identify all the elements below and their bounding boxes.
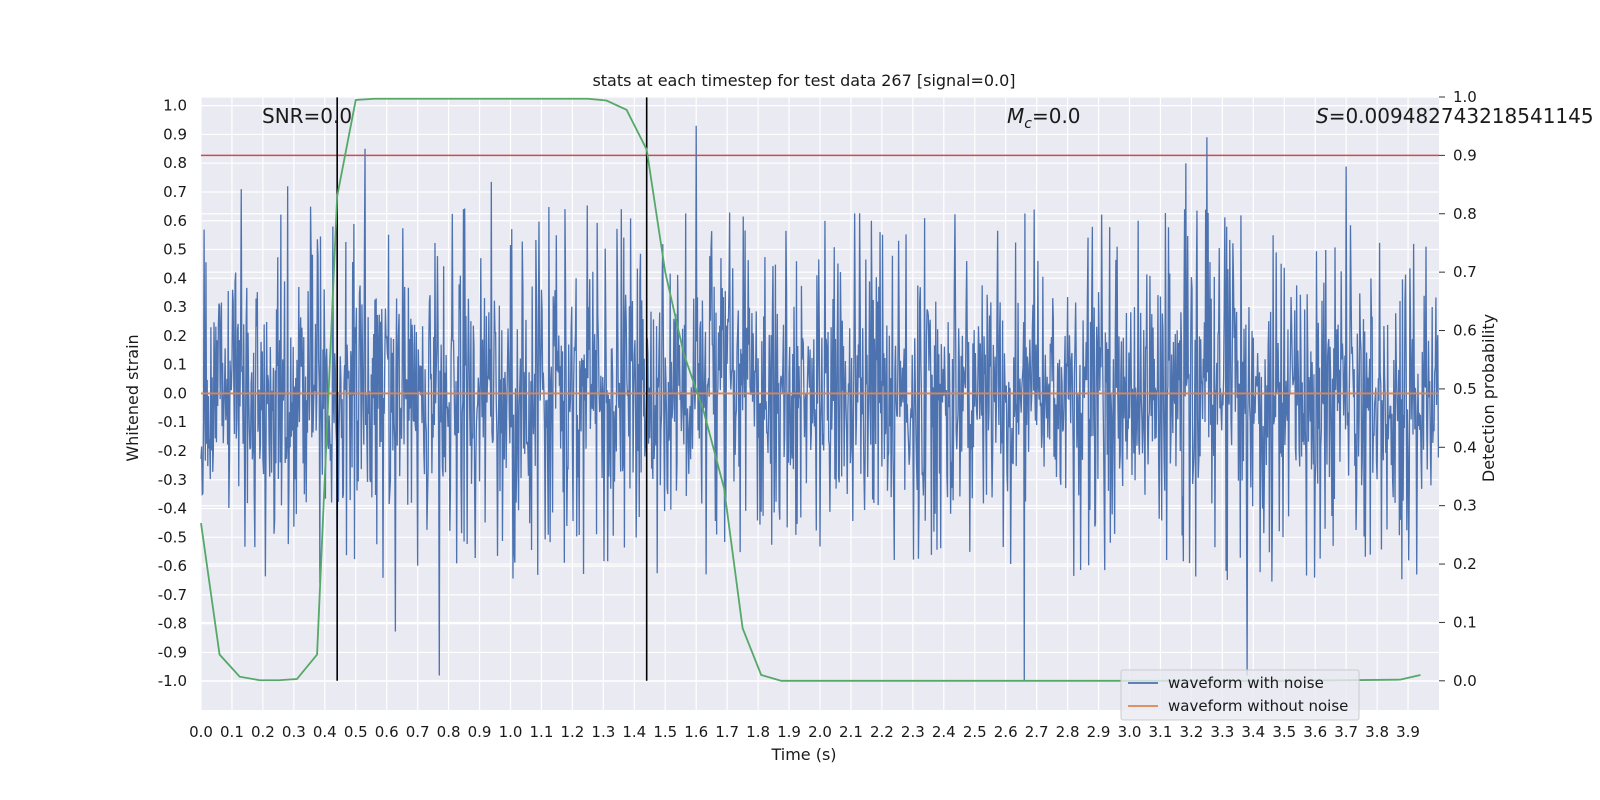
y-tick-label: -1.0 <box>158 672 187 690</box>
x-tick-label: 1.7 <box>715 723 739 741</box>
x-tick-label: 3.7 <box>1334 723 1358 741</box>
series-waveform-with-noise <box>200 125 1440 682</box>
y2-tick-label: 0.5 <box>1453 380 1477 398</box>
y-tick-label: 0.8 <box>163 154 187 172</box>
y-tick-label: -0.8 <box>158 615 187 633</box>
x-tick-labels: 0.0 0.1 0.2 0.3 0.4 0.5 0.6 0.7 0.8 0.9 1.0 1.1 1.2 1… <box>189 723 1420 741</box>
y2-tick-label: 0.0 <box>1453 672 1477 690</box>
x-tick-label: 1.0 <box>499 723 523 741</box>
x-tick-label: 3.6 <box>1303 723 1327 741</box>
y-tick-labels: 1.0 0.9 0.8 0.7 0.6 0.5 0.4 0.3 0.2 0.1 0.0 -0.1 -0.… <box>158 97 187 691</box>
legend-box <box>1120 669 1360 721</box>
chirp-mass-subscript: c <box>1024 116 1032 132</box>
s-value: =0.009482743218541145 <box>1329 104 1594 128</box>
y-tick-label: -0.1 <box>158 413 187 431</box>
chart-title: stats at each timestep for test data 267… <box>592 71 1015 90</box>
x-tick-label: 1.6 <box>684 723 708 741</box>
y2-tick-label: 0.6 <box>1453 322 1477 340</box>
x-tick-label: 1.8 <box>746 723 770 741</box>
detection-probability-line <box>200 97 1421 682</box>
x-tick-label: 0.4 <box>313 723 337 741</box>
y-tick-label: -0.3 <box>158 471 187 489</box>
x-tick-label: 0.1 <box>220 723 244 741</box>
x-tick-label: 3.9 <box>1396 723 1420 741</box>
legend-label-noise: waveform with noise <box>1168 674 1324 692</box>
s-annotation: S=0.009482743218541145 <box>1316 104 1594 128</box>
x-tick-label: 2.1 <box>839 723 863 741</box>
y-tick-label: 0.3 <box>163 298 187 316</box>
x-tick-label: 1.2 <box>560 723 584 741</box>
x-tick-label: 1.4 <box>622 723 646 741</box>
x-tick-label: 0.0 <box>189 723 213 741</box>
y-tick-label: 0.6 <box>163 212 187 230</box>
y-tick-label: -0.7 <box>158 586 187 604</box>
y-tick-label: -0.2 <box>158 442 187 460</box>
y2-tick-label: 0.9 <box>1453 146 1477 164</box>
x-tick-label: 1.9 <box>777 723 801 741</box>
y-tick-label: 0.2 <box>163 327 187 345</box>
x-tick-label: 2.7 <box>1025 723 1049 741</box>
x-axis-label: Time (s) <box>770 745 836 764</box>
y-tick-label: -0.4 <box>158 500 187 518</box>
x-tick-label: 2.8 <box>1056 723 1080 741</box>
x-tick-label: 0.5 <box>344 723 368 741</box>
y2-tick-label: 0.1 <box>1453 613 1477 631</box>
x-tick-label: 3.3 <box>1210 723 1234 741</box>
y2-tick-label: 0.7 <box>1453 263 1477 281</box>
y-tick-label: -0.6 <box>158 557 187 575</box>
x-tick-label: 3.5 <box>1272 723 1296 741</box>
y-tick-label: 0.9 <box>163 125 187 143</box>
x-tick-label: 0.7 <box>406 723 430 741</box>
chirp-mass-value: =0.0 <box>1032 104 1081 128</box>
x-tick-label: 2.5 <box>963 723 987 741</box>
x-tick-label: 0.8 <box>437 723 461 741</box>
x-tick-label: 0.9 <box>468 723 492 741</box>
x-tick-label: 2.0 <box>808 723 832 741</box>
x-tick-label: 3.2 <box>1179 723 1203 741</box>
x-tick-label: 2.9 <box>1087 723 1111 741</box>
x-tick-label: 0.6 <box>375 723 399 741</box>
y2-tick-label: 0.4 <box>1453 438 1477 456</box>
chirp-mass-symbol: M <box>1007 104 1024 128</box>
x-tick-label: 2.6 <box>994 723 1018 741</box>
x-tick-label: 2.2 <box>870 723 894 741</box>
y-tick-label: -0.5 <box>158 528 187 546</box>
y2-tick-label: 0.3 <box>1453 497 1477 515</box>
snr-annotation: SNR=0.0 <box>262 104 352 128</box>
x-tick-label: 0.3 <box>282 723 306 741</box>
chirp-mass-annotation: Mc=0.0 <box>1007 104 1081 132</box>
y-tick-label: 0.1 <box>163 356 187 374</box>
y2-axis-label: Detection probability <box>1479 314 1498 482</box>
y-tick-label: 0.7 <box>163 183 187 201</box>
y-tick-label: 1.0 <box>163 97 187 115</box>
x-tick-label: 3.0 <box>1118 723 1142 741</box>
y2-tick-label: 0.2 <box>1453 555 1477 573</box>
s-symbol: S <box>1316 104 1329 128</box>
x-tick-label: 0.2 <box>251 723 275 741</box>
legend: waveform with noise waveform without noi… <box>1120 669 1360 721</box>
y2-tick-label: 0.8 <box>1453 205 1477 223</box>
y-axis-label: Whitened strain <box>123 334 142 461</box>
x-tick-label: 3.1 <box>1149 723 1173 741</box>
noise-line <box>200 125 1440 682</box>
y-tick-label: 0.4 <box>163 269 187 287</box>
series-detection-probability <box>200 97 1421 682</box>
legend-label-clean: waveform without noise <box>1168 697 1348 715</box>
y-tick-label: 0.5 <box>163 241 187 259</box>
x-tick-label: 1.1 <box>530 723 554 741</box>
x-tick-label: 2.3 <box>901 723 925 741</box>
y-tick-label: 0.0 <box>163 384 187 402</box>
y-tick-label: -0.9 <box>158 643 187 661</box>
x-tick-label: 1.3 <box>591 723 615 741</box>
x-tick-label: 2.4 <box>932 723 956 741</box>
y2-tick-labels: 1.0 0.9 0.8 0.7 0.6 0.5 0.4 0.3 0.2 0.1 0.0 <box>1439 88 1477 690</box>
y2-tick-label: 1.0 <box>1453 88 1477 106</box>
x-tick-label: 3.8 <box>1365 723 1389 741</box>
x-tick-label: 3.4 <box>1241 723 1265 741</box>
x-tick-label: 1.5 <box>653 723 677 741</box>
